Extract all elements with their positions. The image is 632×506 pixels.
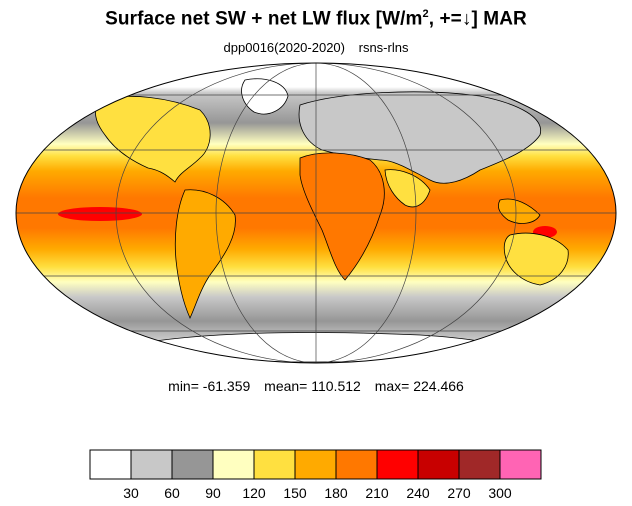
colorbar-tick-label: 90 bbox=[205, 485, 221, 501]
colorbar-box bbox=[253, 449, 296, 480]
stat-mean: mean= 110.512 bbox=[264, 378, 361, 394]
colorbar-box bbox=[171, 449, 214, 480]
stat-max: max= 224.466 bbox=[374, 378, 464, 394]
max-flux-patch bbox=[58, 207, 142, 221]
colorbar-tick-label: 150 bbox=[283, 485, 307, 501]
colorbar-tick-label: 60 bbox=[164, 485, 180, 501]
colorbar-labels: 30 60 90 120 150 180 210 240 270 300 bbox=[123, 485, 512, 501]
colorbar-tick-label: 300 bbox=[488, 485, 512, 501]
colorbar-box bbox=[499, 449, 542, 480]
longitude-lines bbox=[115, 63, 517, 363]
stat-min: min= -61.359 bbox=[168, 378, 251, 394]
plot-subtitle: dpp0016(2020-2020) rsns-rlns bbox=[0, 40, 632, 55]
statistics-line: min= -61.359 mean= 110.512 max= 224.466 bbox=[0, 378, 632, 394]
colorbar-tick-label: 210 bbox=[365, 485, 389, 501]
colorbar-box bbox=[212, 449, 255, 480]
colorbar-tick-label: 240 bbox=[406, 485, 430, 501]
colorbar-box bbox=[294, 449, 337, 480]
colorbar-box bbox=[89, 449, 132, 480]
colorbar-box bbox=[130, 449, 173, 480]
subtitle-run: dpp0016(2020-2020) bbox=[223, 40, 345, 55]
colorbar-tick-label: 30 bbox=[123, 485, 139, 501]
title-main: Surface net SW + net LW flux [W/m bbox=[105, 8, 423, 30]
colorbar-tick-label: 120 bbox=[242, 485, 266, 501]
title-superscript: 2 bbox=[422, 8, 429, 20]
title-rest: , +=↓] MAR bbox=[428, 8, 527, 30]
meridian-120 bbox=[115, 63, 517, 363]
colorbar-tick-label: 270 bbox=[447, 485, 471, 501]
colorbar-box bbox=[376, 449, 419, 480]
colorbar-box bbox=[458, 449, 501, 480]
globe-outline bbox=[15, 62, 617, 364]
meridian-60 bbox=[215, 63, 417, 363]
colorbar-tick-label: 180 bbox=[324, 485, 348, 501]
plot-title: Surface net SW + net LW flux [W/m2, +=↓]… bbox=[0, 8, 632, 30]
colorbar-box bbox=[417, 449, 460, 480]
colorbar-boxes bbox=[89, 449, 542, 480]
subtitle-variable: rsns-rlns bbox=[358, 40, 409, 55]
colorbar-box bbox=[335, 449, 378, 480]
